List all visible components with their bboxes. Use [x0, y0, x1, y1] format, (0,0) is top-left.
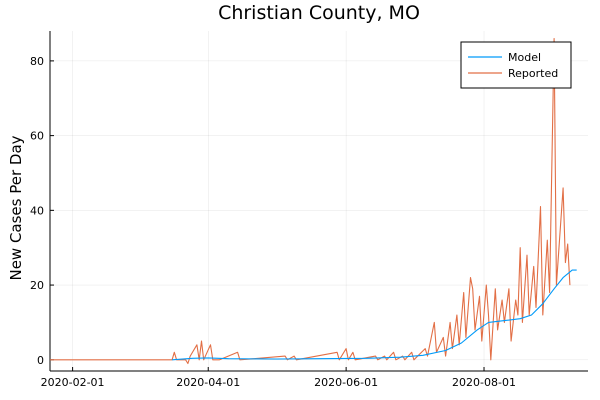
y-axis-label: New Cases Per Day: [7, 135, 25, 280]
x-tick-label: 2020-08-01: [452, 376, 516, 389]
y-tick-label: 80: [30, 55, 44, 68]
x-tick-label: 2020-04-01: [176, 376, 240, 389]
legend-label-reported: Reported: [508, 67, 558, 80]
y-tick-label: 0: [37, 354, 44, 367]
axes: [49, 31, 588, 372]
x-tick-label: 2020-02-01: [41, 376, 105, 389]
legend-box: [460, 41, 572, 89]
tick-labels: 2020-02-01 2020-04-01 2020-06-01 2020-08-01…: [30, 55, 516, 389]
y-tick-label: 40: [30, 204, 44, 217]
chart-title: Christian County, MO: [218, 2, 420, 24]
series-line-model: [172, 269, 577, 361]
legend: Model Reported: [460, 41, 572, 89]
series-group: [50, 37, 577, 365]
y-tick-label: 60: [30, 130, 44, 143]
legend-label-model: Model: [508, 51, 541, 64]
x-tick-label: 2020-06-01: [314, 376, 378, 389]
y-tick-label: 20: [30, 279, 44, 292]
